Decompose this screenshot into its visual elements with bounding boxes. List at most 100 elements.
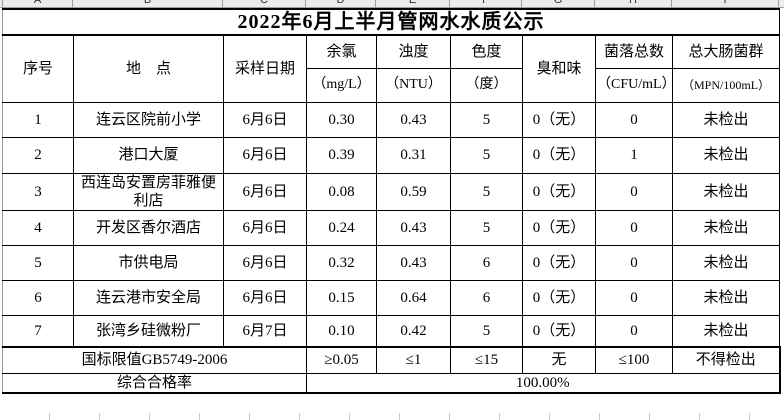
cell[interactable]: 3 — [2, 172, 74, 211]
column-header-i[interactable]: I — [672, 0, 779, 7]
cell[interactable]: 0（无） — [522, 244, 596, 281]
cell[interactable]: 0 — [595, 314, 673, 348]
unit-turbidity[interactable]: （NTU） — [376, 67, 451, 103]
cell[interactable]: 5 — [450, 136, 523, 174]
cell[interactable]: 张湾乡硅微粉厂 — [73, 314, 224, 348]
cell[interactable]: 连云区院前小学 — [73, 101, 224, 138]
cell[interactable]: 未检出 — [671, 209, 781, 246]
column-header-d[interactable]: D — [306, 0, 376, 7]
limit-coliform[interactable]: 不得检出 — [671, 346, 781, 374]
cell[interactable]: 连云港市安全局 — [73, 279, 224, 316]
cell[interactable]: 7 — [2, 314, 74, 348]
col-header-coliform[interactable]: 总大肠菌群 — [671, 34, 781, 69]
cell[interactable]: 0.43 — [376, 244, 451, 281]
limit-colony[interactable]: ≤100 — [595, 346, 673, 374]
cell[interactable]: 0（无） — [522, 314, 596, 348]
cell[interactable]: 6月6日 — [223, 136, 307, 174]
cell[interactable]: 5 — [450, 101, 523, 138]
cell[interactable]: 6月6日 — [223, 279, 307, 316]
page-title[interactable]: 2022年6月上半月管网水水质公示 — [1, 8, 781, 36]
cell[interactable]: 0.43 — [376, 209, 451, 246]
cell[interactable]: 0.08 — [306, 172, 377, 211]
col-header-odor[interactable]: 臭和味 — [522, 34, 596, 103]
limit-color[interactable]: ≤15 — [450, 346, 523, 374]
limit-odor[interactable]: 无 — [522, 346, 596, 374]
cell[interactable]: 0 — [595, 101, 673, 138]
col-header-location[interactable]: 地 点 — [73, 34, 224, 103]
pass-rate-value[interactable]: 100.00% — [305, 372, 781, 394]
cell[interactable]: 0.10 — [306, 314, 377, 348]
cell[interactable]: 0 — [595, 172, 673, 211]
table-row: 3 西连岛安置房菲雅便利店 6月6日 0.08 0.59 5 0（无） 0 未检… — [2, 172, 781, 211]
cell[interactable]: 5 — [450, 172, 523, 211]
cell[interactable]: 0.30 — [306, 101, 377, 138]
unit-color[interactable]: （度） — [450, 67, 523, 103]
cell[interactable]: 开发区香尔酒店 — [73, 209, 224, 246]
cell[interactable]: 未检出 — [671, 244, 781, 281]
limit-chlorine[interactable]: ≥0.05 — [306, 346, 377, 374]
cell[interactable]: 0.32 — [306, 244, 377, 281]
cell[interactable]: 4 — [2, 209, 74, 246]
column-header-g[interactable]: G — [522, 0, 595, 7]
cell[interactable]: 西连岛安置房菲雅便利店 — [73, 172, 224, 211]
cell[interactable]: 5 — [450, 209, 523, 246]
cell[interactable]: 6 — [450, 244, 523, 281]
limits-label[interactable]: 国标限值GB5749-2006 — [2, 346, 307, 374]
cell[interactable]: 0 — [595, 209, 673, 246]
col-header-date[interactable]: 采样日期 — [223, 34, 307, 103]
column-header-e[interactable]: E — [376, 0, 450, 7]
cell[interactable]: 6月7日 — [223, 314, 307, 348]
limit-turbidity[interactable]: ≤1 — [376, 346, 451, 374]
cell[interactable]: 6月6日 — [223, 172, 307, 211]
cell[interactable]: 6月6日 — [223, 209, 307, 246]
cell[interactable]: 6月6日 — [223, 244, 307, 281]
cell[interactable]: 0.15 — [306, 279, 377, 316]
cell[interactable]: 未检出 — [671, 279, 781, 316]
unit-chlorine[interactable]: （mg/L） — [306, 67, 377, 103]
column-header-h[interactable]: H — [595, 0, 672, 7]
column-letter: B — [143, 0, 152, 6]
cell[interactable]: 未检出 — [671, 101, 781, 138]
cell[interactable]: 1 — [2, 101, 74, 138]
column-header-b[interactable]: B — [73, 0, 223, 7]
cell[interactable]: 6月6日 — [223, 101, 307, 138]
col-header-color[interactable]: 色度 — [450, 34, 523, 69]
cell[interactable]: 0（无） — [522, 172, 596, 211]
col-header-colony[interactable]: 菌落总数 — [595, 34, 673, 69]
col-header-serial[interactable]: 序号 — [2, 34, 74, 103]
cell[interactable]: 0（无） — [522, 209, 596, 246]
col-header-chlorine[interactable]: 余氯 — [306, 34, 377, 69]
cell[interactable]: 未检出 — [671, 172, 781, 211]
cell[interactable]: 0.64 — [376, 279, 451, 316]
column-header-f[interactable]: F — [450, 0, 522, 7]
cell[interactable]: 未检出 — [671, 136, 781, 174]
column-header-a[interactable]: A — [2, 0, 73, 7]
cell[interactable]: 市供电局 — [73, 244, 224, 281]
col-header-turbidity[interactable]: 浊度 — [376, 34, 451, 69]
cell[interactable]: 6 — [450, 279, 523, 316]
cell[interactable]: 0（无） — [522, 101, 596, 138]
unit-coliform[interactable]: （MPN/100mL） — [671, 67, 781, 103]
cell[interactable]: 6 — [2, 279, 74, 316]
column-header-c[interactable]: C — [223, 0, 306, 7]
table-row: 2 港口大厦 6月6日 0.39 0.31 5 0（无） 1 未检出 — [2, 136, 781, 174]
cell[interactable]: 未检出 — [671, 314, 781, 348]
cell[interactable]: 0.59 — [376, 172, 451, 211]
cell[interactable]: 0.31 — [376, 136, 451, 174]
cell[interactable]: 港口大厦 — [73, 136, 224, 174]
pass-rate-label[interactable]: 综合合格率 — [2, 372, 307, 394]
cell[interactable]: 0.39 — [306, 136, 377, 174]
cell[interactable]: 1 — [595, 136, 673, 174]
cell[interactable]: 0（无） — [522, 136, 596, 174]
cell[interactable]: 0.42 — [376, 314, 451, 348]
cell[interactable]: 5 — [2, 244, 74, 281]
unit-colony[interactable]: （CFU/mL） — [595, 67, 673, 103]
cell[interactable]: 0.24 — [306, 209, 377, 246]
cell[interactable]: 0.43 — [376, 101, 451, 138]
cell[interactable]: 5 — [450, 314, 523, 348]
cell[interactable]: 2 — [2, 136, 74, 174]
cell[interactable]: 0 — [595, 244, 673, 281]
cell[interactable]: 0（无） — [522, 279, 596, 316]
cell[interactable]: 0 — [595, 279, 673, 316]
